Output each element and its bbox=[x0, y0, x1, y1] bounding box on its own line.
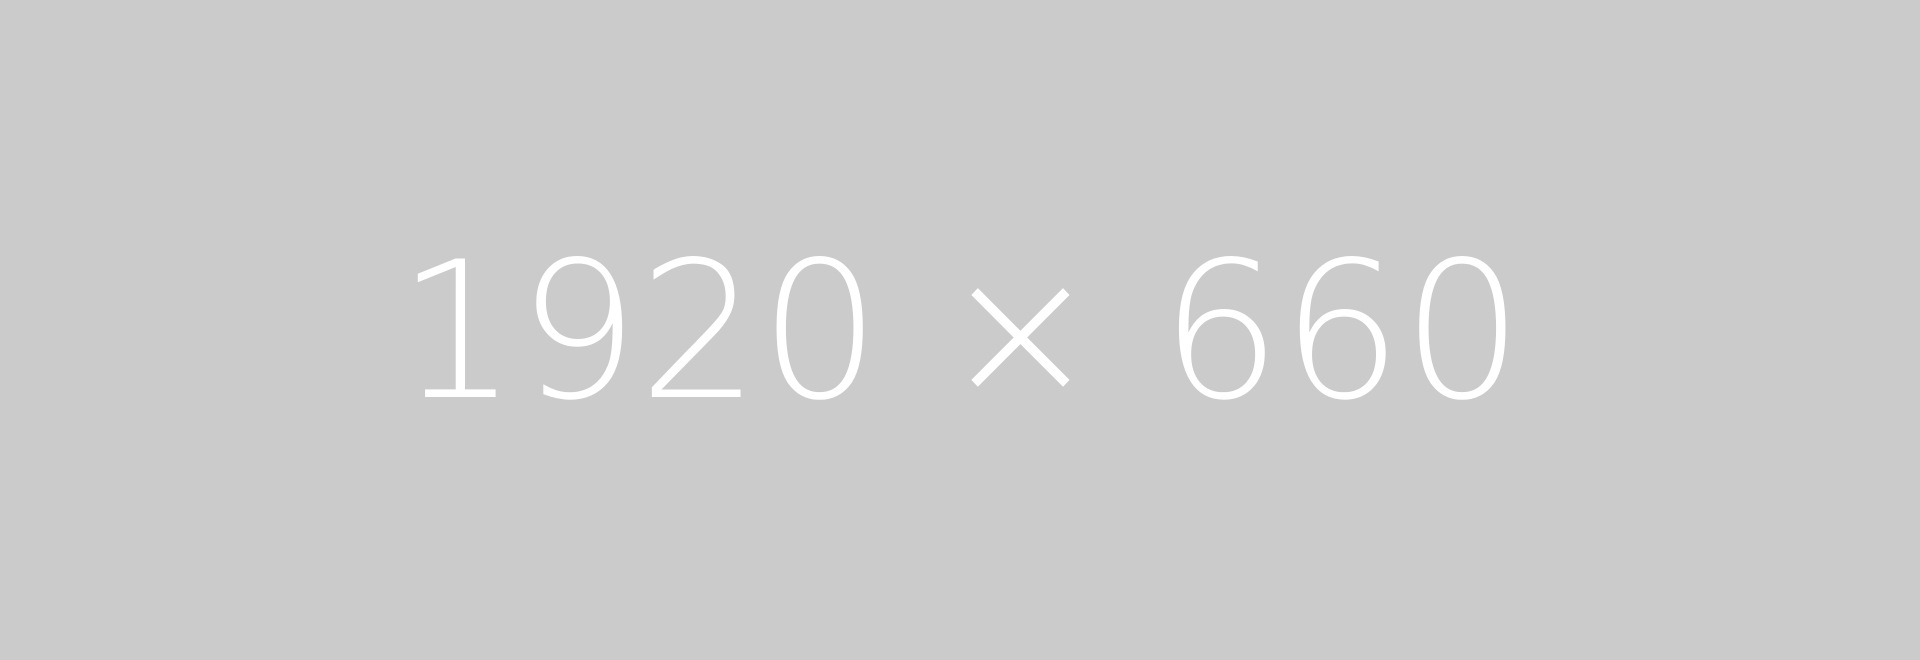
dimensions-label: 1920 × 660 bbox=[396, 221, 1524, 442]
